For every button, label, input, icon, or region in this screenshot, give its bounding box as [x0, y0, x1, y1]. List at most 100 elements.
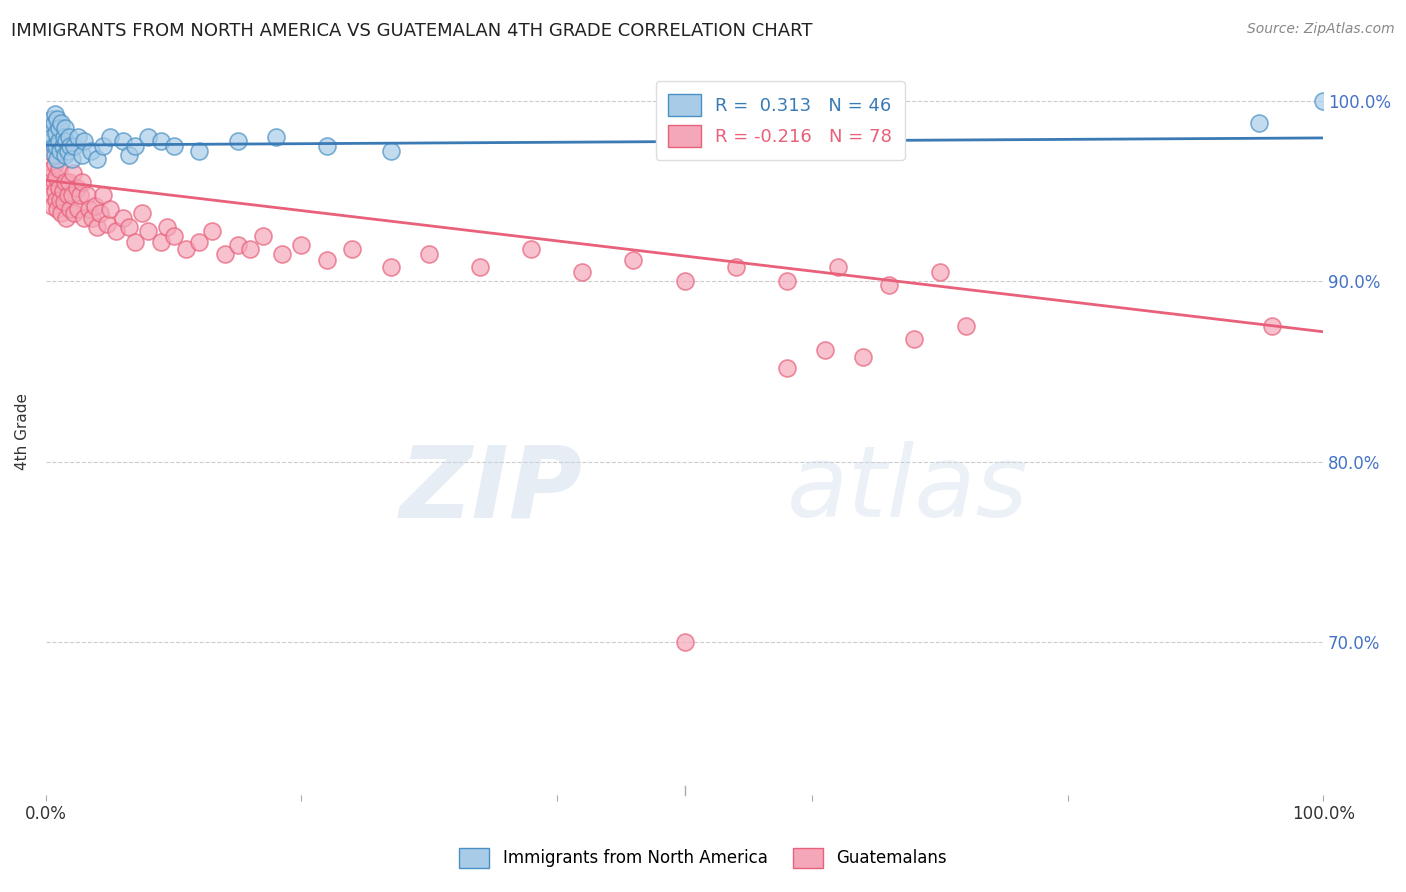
Point — [56, 145, 79, 159]
Point — [73, 211, 96, 226]
Point — [176, 242, 198, 256]
Point — [418, 247, 440, 261]
Point — [41, 198, 63, 212]
Point — [571, 265, 593, 279]
Point — [776, 274, 799, 288]
Point — [111, 211, 134, 226]
Point — [316, 252, 339, 267]
Point — [380, 145, 402, 159]
Point — [149, 235, 172, 249]
Point — [58, 130, 80, 145]
Point — [51, 206, 73, 220]
Point — [38, 145, 60, 159]
Point — [66, 202, 89, 216]
Point — [79, 202, 101, 216]
Point — [929, 265, 952, 279]
Point — [49, 145, 72, 159]
Point — [271, 247, 294, 261]
Point — [52, 130, 75, 145]
Point — [45, 193, 67, 207]
Point — [188, 235, 211, 249]
Point — [41, 130, 63, 145]
Point — [111, 134, 134, 148]
Point — [38, 134, 60, 148]
Point — [62, 166, 84, 180]
Point — [44, 157, 66, 171]
Point — [52, 184, 75, 198]
Point — [60, 152, 83, 166]
Point — [316, 139, 339, 153]
Point — [39, 121, 62, 136]
Point — [96, 217, 118, 231]
Point — [1312, 94, 1334, 108]
Point — [60, 187, 83, 202]
Point — [98, 130, 121, 145]
Y-axis label: 4th Grade: 4th Grade — [15, 393, 30, 470]
Point — [93, 187, 115, 202]
Point — [69, 187, 91, 202]
Point — [48, 121, 70, 136]
Point — [53, 121, 76, 136]
Point — [45, 169, 67, 184]
Point — [827, 260, 849, 274]
Point — [226, 238, 249, 252]
Point — [42, 139, 65, 153]
Point — [70, 148, 93, 162]
Point — [124, 139, 146, 153]
Point — [89, 206, 111, 220]
Point — [66, 130, 89, 145]
Point — [98, 202, 121, 216]
Point — [1261, 319, 1284, 334]
Point — [724, 260, 747, 274]
Point — [814, 343, 837, 357]
Point — [105, 224, 128, 238]
Point — [290, 238, 312, 252]
Point — [776, 360, 799, 375]
Point — [46, 152, 69, 166]
Legend: R =  0.313   N = 46, R = -0.216   N = 78: R = 0.313 N = 46, R = -0.216 N = 78 — [655, 81, 905, 160]
Point — [380, 260, 402, 274]
Point — [44, 106, 66, 120]
Point — [80, 211, 103, 226]
Point — [163, 229, 186, 244]
Point — [118, 220, 141, 235]
Point — [136, 130, 159, 145]
Point — [46, 202, 69, 216]
Point — [470, 260, 492, 274]
Text: ZIP: ZIP — [399, 442, 582, 539]
Point — [53, 148, 76, 162]
Point — [49, 193, 72, 207]
Point — [48, 180, 70, 194]
Point — [93, 139, 115, 153]
Point — [70, 175, 93, 189]
Point — [39, 187, 62, 202]
Point — [673, 274, 696, 288]
Point — [239, 242, 262, 256]
Point — [201, 224, 224, 238]
Point — [41, 112, 63, 126]
Point — [48, 134, 70, 148]
Point — [903, 332, 925, 346]
Text: atlas: atlas — [787, 442, 1028, 539]
Point — [59, 139, 82, 153]
Point — [188, 145, 211, 159]
Point — [252, 229, 274, 244]
Point — [124, 235, 146, 249]
Point — [83, 198, 105, 212]
Point — [118, 148, 141, 162]
Point — [214, 247, 236, 261]
Point — [623, 252, 645, 267]
Point — [264, 130, 287, 145]
Point — [45, 139, 67, 153]
Point — [1249, 115, 1271, 129]
Point — [852, 350, 875, 364]
Point — [65, 180, 87, 194]
Point — [56, 187, 79, 202]
Point — [55, 134, 77, 148]
Point — [86, 152, 108, 166]
Point — [59, 202, 82, 216]
Point — [58, 175, 80, 189]
Point — [955, 319, 977, 334]
Legend: Immigrants from North America, Guatemalans: Immigrants from North America, Guatemala… — [453, 841, 953, 875]
Point — [42, 115, 65, 129]
